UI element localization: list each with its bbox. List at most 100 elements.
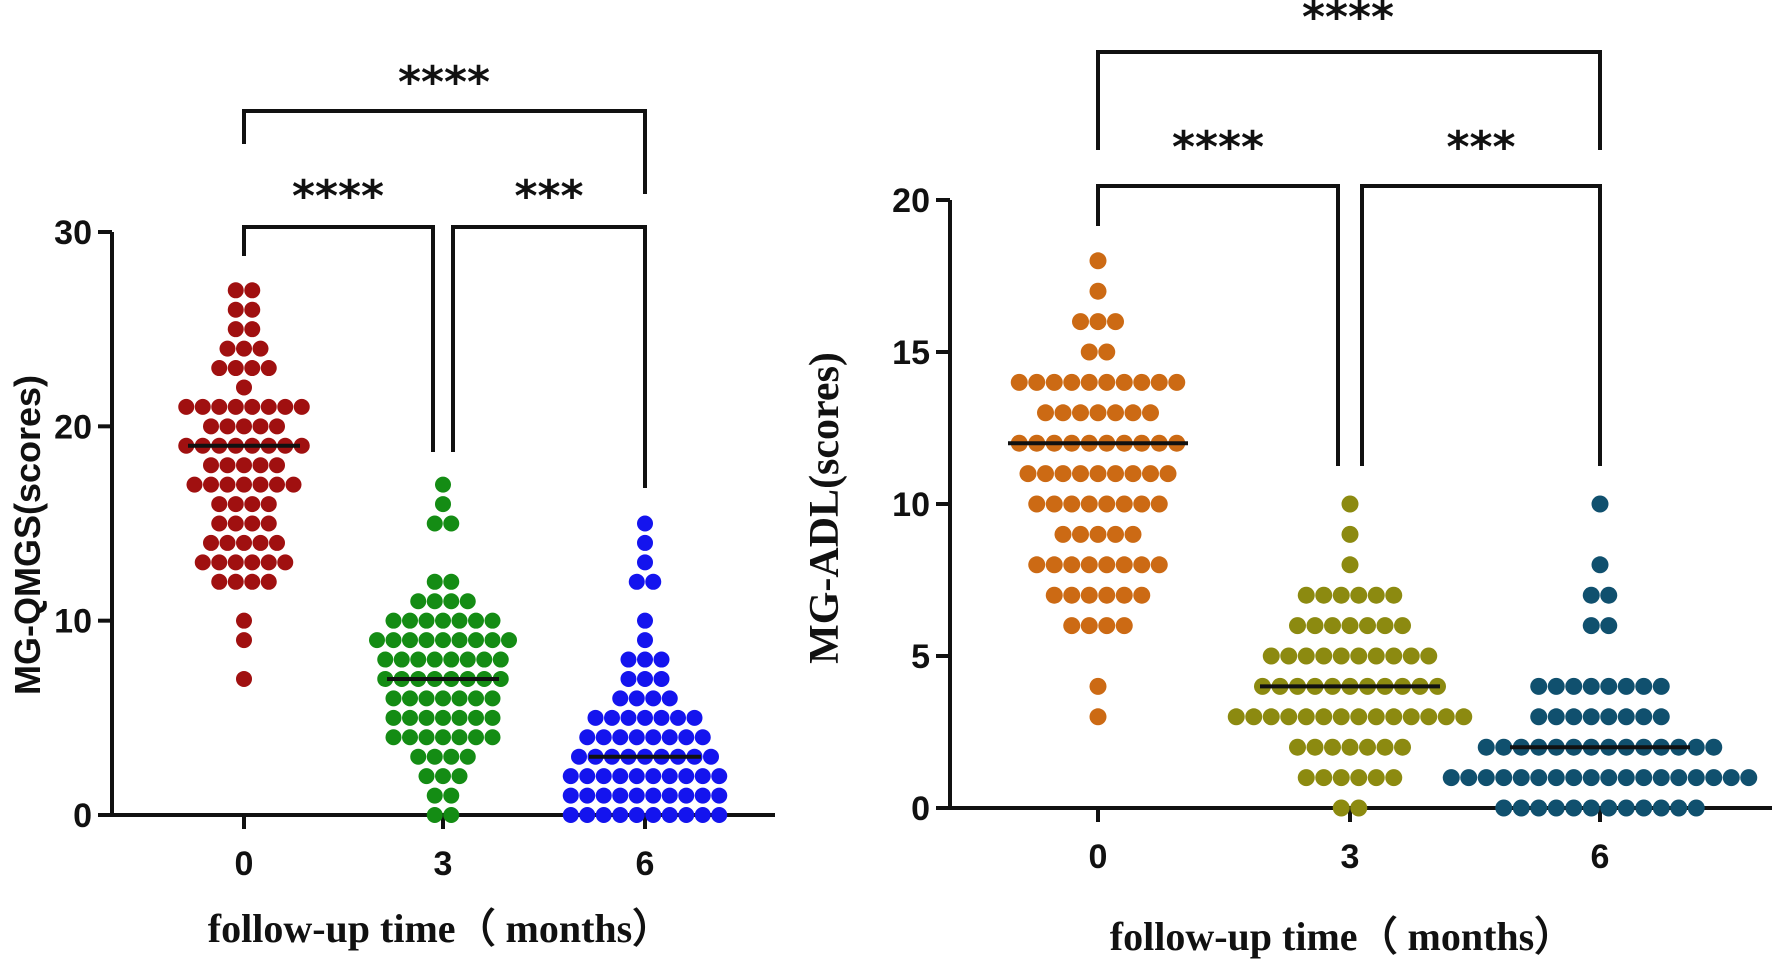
data-point [1376, 617, 1394, 635]
data-point [579, 787, 596, 804]
data-point [236, 379, 252, 396]
data-point [628, 787, 645, 804]
data-point [1063, 556, 1081, 574]
data-point [385, 729, 402, 746]
data-point [1652, 769, 1670, 787]
data-point [1245, 708, 1263, 726]
data-point [227, 360, 244, 377]
data-point [1582, 799, 1600, 817]
y-tick-label: 5 [911, 638, 930, 676]
data-point [1332, 647, 1350, 665]
data-point [612, 690, 629, 707]
data-point [670, 709, 686, 726]
data-point [1089, 404, 1107, 422]
data-point [1437, 708, 1455, 726]
data-point [1582, 586, 1600, 604]
data-point [219, 457, 236, 474]
data-point [227, 398, 244, 415]
data-point [426, 593, 443, 610]
data-point [1133, 373, 1151, 391]
data-point [645, 729, 662, 746]
data-point [1072, 525, 1089, 543]
data-point [418, 632, 435, 649]
data-point [1635, 799, 1653, 817]
data-point [1098, 373, 1116, 391]
data-point [1652, 677, 1670, 695]
qmgs-x-axis-title: follow-up time（ months） [208, 906, 672, 951]
data-point [1394, 617, 1411, 635]
data-point [1315, 769, 1333, 787]
data-point [1098, 586, 1116, 604]
data-point [219, 418, 236, 435]
data-point [1530, 769, 1548, 787]
data-point [451, 768, 468, 785]
data-point [1359, 738, 1376, 756]
data-point [451, 690, 468, 707]
data-point [1565, 708, 1583, 726]
data-point [1037, 404, 1054, 422]
data-point [451, 729, 468, 746]
data-point [1098, 343, 1116, 361]
data-point [484, 729, 501, 746]
data-point [1547, 677, 1565, 695]
data-point [628, 690, 645, 707]
data-point [612, 807, 629, 823]
data-point [620, 670, 637, 687]
data-point [418, 709, 435, 726]
data-point [1687, 769, 1705, 787]
data-point [418, 729, 435, 746]
data-point [1367, 769, 1385, 787]
data-point [244, 573, 261, 590]
data-point [236, 612, 252, 629]
data-point [1080, 556, 1098, 574]
data-point [1098, 495, 1116, 513]
data-point [435, 729, 451, 746]
data-point [244, 398, 261, 415]
data-point [1028, 495, 1046, 513]
data-point [410, 593, 427, 610]
data-point [579, 729, 596, 746]
data-point [612, 729, 629, 746]
data-point [227, 554, 244, 571]
data-point [1652, 799, 1670, 817]
data-point [1617, 769, 1635, 787]
adl-x-axis-title: follow-up time（ months） [1110, 914, 1574, 959]
data-point [484, 612, 501, 629]
data-point [1394, 738, 1411, 756]
data-point [451, 632, 468, 649]
sig-3-vs-6: *** [1446, 122, 1515, 173]
data-point [1124, 465, 1142, 483]
data-point [595, 807, 612, 823]
y-tick-label: 0 [911, 790, 930, 828]
data-point [435, 632, 451, 649]
data-point [227, 496, 244, 513]
data-point [1350, 647, 1368, 665]
data-point [1359, 617, 1376, 635]
data-point [1159, 465, 1177, 483]
data-point [686, 709, 703, 726]
data-point [645, 768, 662, 785]
data-point [260, 515, 277, 532]
data-point [194, 398, 211, 415]
data-point [1635, 708, 1653, 726]
data-point [1072, 313, 1089, 331]
data-point [211, 398, 228, 415]
data-point [1376, 738, 1394, 756]
data-point [1635, 677, 1653, 695]
x-tick-label: 3 [1341, 838, 1360, 876]
data-point [1063, 586, 1081, 604]
data-point [1054, 404, 1072, 422]
data-point [203, 457, 219, 474]
data-point [211, 360, 228, 377]
data-point [244, 515, 261, 532]
data-point [244, 554, 261, 571]
data-point [1072, 404, 1089, 422]
data-point [678, 729, 695, 746]
sig-0-vs-3: **** [292, 171, 384, 222]
data-point [678, 768, 695, 785]
data-point [562, 807, 579, 823]
data-point [612, 787, 629, 804]
data-point [1670, 799, 1688, 817]
data-point [244, 321, 261, 338]
data-point [418, 768, 435, 785]
